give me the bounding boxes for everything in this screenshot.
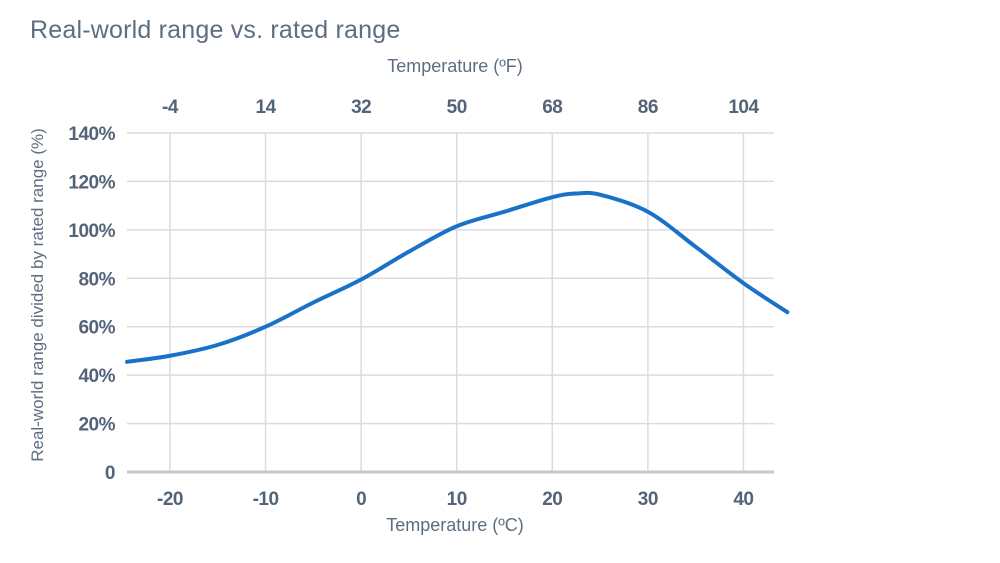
y-tick-label: 120% [68,172,115,193]
x-bottom-tick-label: -20 [157,489,183,510]
y-axis-tick-labels: 140% 120% 100% 80% 60% 40% 20% 0 [68,124,116,484]
x-bottom-tick-label: -10 [253,489,279,510]
chart-title: Real-world range vs. rated range [30,16,401,44]
y-tick-label: 60% [78,318,115,339]
x-axis-bottom-tick-labels: -20 -10 0 10 20 30 40 [157,489,754,510]
x-top-tick-label: 32 [351,97,371,118]
x-axis-top-tick-labels: -4 14 32 50 68 86 104 [162,97,760,118]
x-top-tick-label: 86 [638,97,658,118]
gridlines [127,132,774,472]
x-top-tick-label: 50 [447,97,467,118]
x-bottom-tick-label: 40 [733,489,753,510]
x-bottom-tick-label: 0 [356,489,366,510]
y-tick-label: 0 [105,463,115,484]
y-tick-label: 20% [78,415,115,436]
x-top-tick-label: 14 [256,97,277,118]
y-tick-label: 40% [78,366,115,387]
x-axis-bottom-title: Temperature (ºC) [386,515,524,535]
range-curve [125,190,790,364]
y-tick-label: 100% [68,221,115,242]
x-bottom-tick-label: 20 [542,489,562,510]
x-bottom-tick-label: 10 [447,489,467,510]
x-top-tick-label: 68 [542,97,562,118]
y-tick-label: 80% [78,269,115,290]
x-bottom-tick-label: 30 [638,489,658,510]
x-top-tick-label: 104 [728,97,759,118]
x-top-tick-label: -4 [162,97,179,118]
x-axis-top-title: Temperature (ºF) [387,56,523,76]
y-tick-label: 140% [68,124,115,145]
